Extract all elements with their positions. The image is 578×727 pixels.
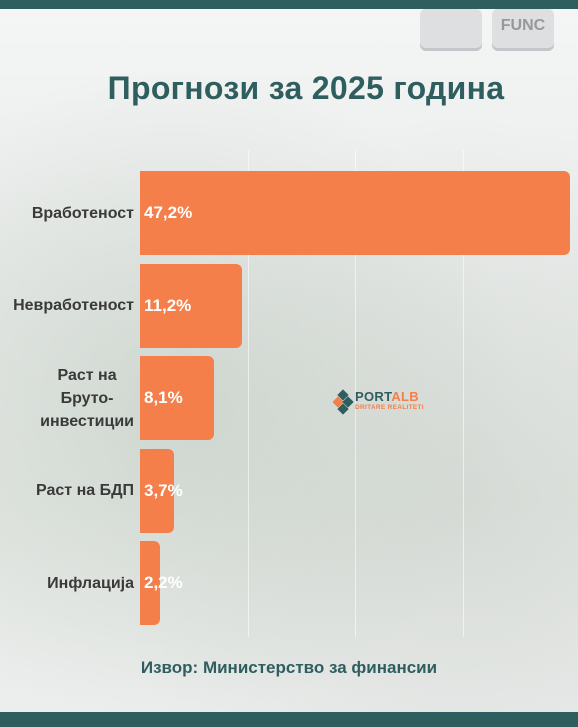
bottom-bar — [0, 712, 578, 727]
grid-line — [462, 150, 464, 637]
data-label-1: 11,2% — [144, 295, 192, 315]
background-banknotes — [0, 9, 578, 712]
source-note: Извор: Министерство за финансии — [140, 658, 438, 677]
grid-line — [355, 150, 356, 637]
bar-3 — [140, 448, 174, 533]
data-label-4: 2,2% — [144, 573, 183, 592]
category-label-1: Невработеност — [13, 297, 134, 314]
grid-line — [247, 150, 249, 637]
portalb-logo-text: PORTALB — [355, 389, 419, 404]
category-label-4: Инфлација — [47, 574, 134, 592]
bar-1 — [140, 263, 243, 348]
keyboard-key-func: FUNC — [492, 9, 554, 51]
data-label-0: 47,2% — [144, 203, 193, 222]
bar-2 — [140, 356, 214, 440]
category-label-2: Раст на Бруто-инвестиции — [40, 366, 134, 430]
portalb-logo-tagline: DRITARE REALITETI — [355, 404, 424, 411]
portalb-logo: PORTALB DRITARE REALITETI — [332, 389, 443, 415]
data-label-2: 8,1% — [144, 388, 183, 407]
keyboard-key-decor — [420, 9, 482, 51]
bar-0 — [140, 171, 570, 255]
bar-4 — [140, 541, 161, 625]
category-label-0: Вработеност — [31, 204, 134, 222]
portalb-logo-mark-icon — [332, 389, 354, 415]
data-label-3: 3,7% — [144, 480, 183, 500]
top-bar — [0, 0, 578, 9]
category-label-3: Раст на БДП — [36, 482, 134, 499]
chart-title: Прогнози за 2025 година — [107, 70, 505, 106]
